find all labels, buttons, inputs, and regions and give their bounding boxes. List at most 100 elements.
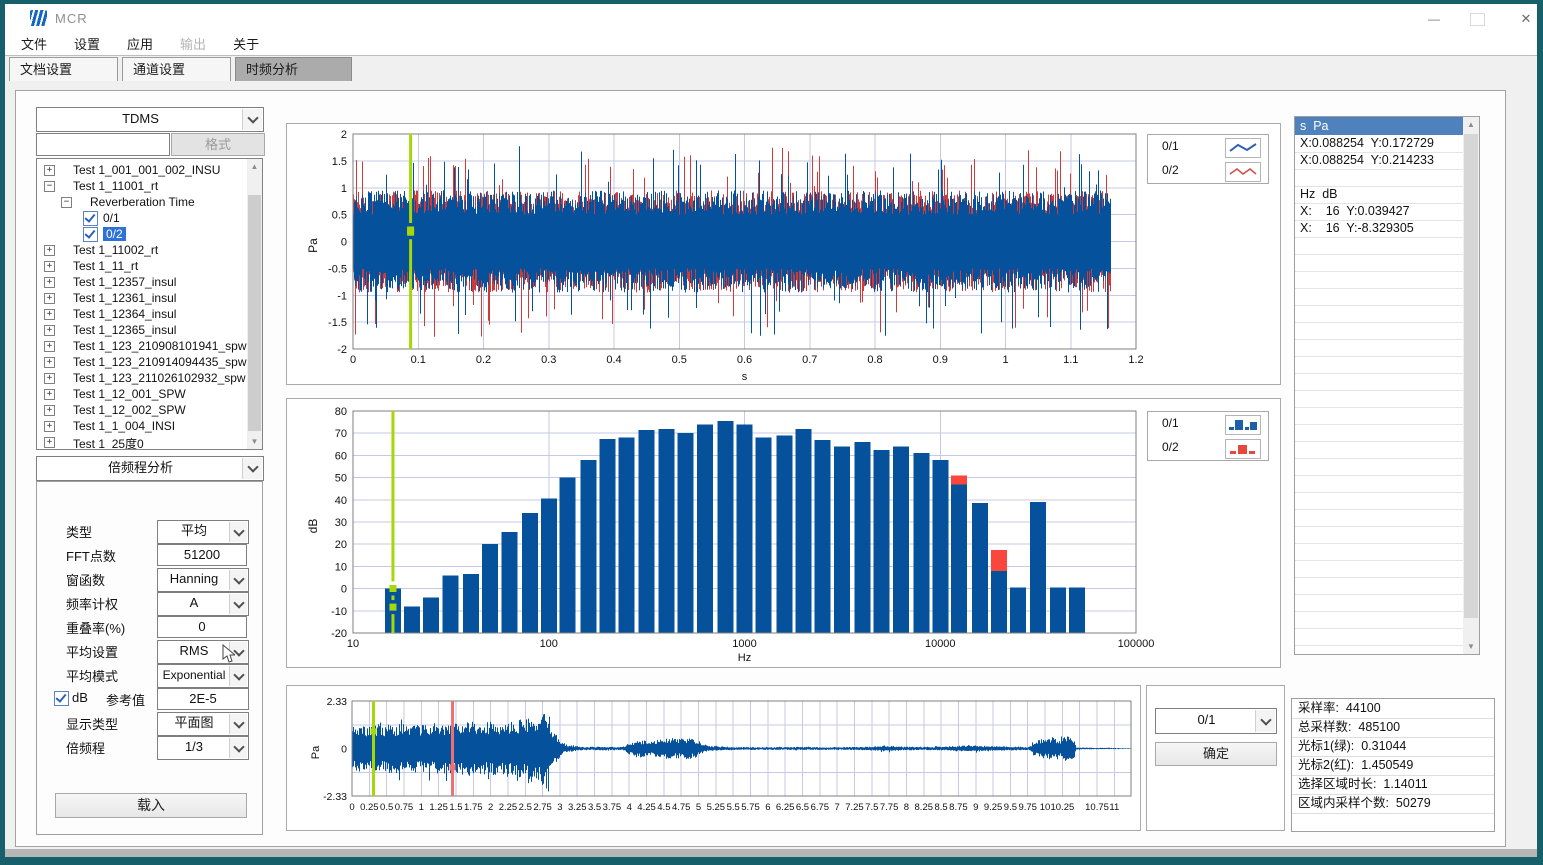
setting-select-8[interactable]: 平面图 (157, 712, 249, 736)
tree-item-label[interactable]: Test 1_25度0 (73, 435, 144, 450)
tree-item[interactable]: 0/2 (37, 226, 246, 242)
setting-select-9[interactable]: 1/3 (157, 736, 249, 760)
tree-item-label[interactable]: Test 1_1_004_INSI (73, 419, 175, 433)
tree-item[interactable]: − Reverberation Time (37, 194, 246, 210)
tree-item-label[interactable]: Reverberation Time (90, 195, 195, 209)
tab-时频分析[interactable]: 时频分析 (235, 57, 352, 81)
chevron-down-icon[interactable] (229, 714, 247, 734)
expand-toggle-icon[interactable]: + (44, 293, 55, 304)
cursor-marker[interactable] (371, 728, 377, 734)
tree-item[interactable]: + Test 1_123_210908101941_spw (37, 338, 246, 354)
cursor-marker[interactable] (450, 764, 456, 770)
tree-item[interactable]: + Test 1_1_004_INSI (37, 418, 246, 434)
menu-item-输出[interactable]: 输出 (169, 34, 217, 53)
tree-scrollbar[interactable]: ▲ ▼ (247, 159, 262, 449)
menu-item-关于[interactable]: 关于 (222, 34, 270, 53)
tree-item[interactable]: +Test 1_12365_insul (37, 322, 246, 338)
tab-文档设置[interactable]: 文档设置 (9, 57, 118, 81)
expand-toggle-icon[interactable]: + (44, 309, 55, 320)
tree-item-label[interactable]: Test 1_11001_rt (73, 179, 158, 193)
expand-toggle-icon[interactable]: − (61, 197, 72, 208)
time-waveform-chart[interactable]: 00.10.20.30.40.50.60.70.80.911.11.221.51… (287, 124, 1280, 384)
tree-item[interactable]: + Test 1_12361_insul (37, 290, 246, 306)
menu-item-文件[interactable]: 文件 (10, 34, 58, 53)
setting-input-4[interactable]: 0 (157, 616, 247, 638)
setting-select-3[interactable]: A (157, 592, 249, 616)
tree-item-label[interactable]: Test 1_12_001_SPW (73, 387, 186, 401)
tree-item[interactable]: + Test 1_001_001_002_INSU (37, 162, 246, 178)
tree-item-label[interactable]: Test 1_123_210914094435_spw (73, 355, 246, 369)
legend-item[interactable]: 0/2 (1148, 159, 1268, 183)
tab-通道设置[interactable]: 通道设置 (122, 57, 231, 81)
chevron-down-icon[interactable] (229, 522, 247, 542)
chevron-down-icon[interactable] (229, 594, 247, 614)
cursor-marker[interactable] (389, 585, 396, 592)
close-button[interactable]: ✕ (1511, 9, 1541, 29)
setting-input-1[interactable]: 51200 (157, 544, 247, 566)
chevron-down-icon[interactable] (1255, 710, 1275, 732)
tree-item-label[interactable]: Test 1_123_211026102932_spw (73, 371, 246, 385)
overview-waveform-chart[interactable]: 00.250.50.7511.251.51.7522.252.52.7533.2… (287, 686, 1140, 830)
readout-scrollbar[interactable]: ▲ ▼ (1463, 117, 1479, 654)
tree-item[interactable]: + Test 1_12357_insul (37, 274, 246, 290)
tree-item-label[interactable]: Test 1_12365_insul (73, 323, 176, 337)
scroll-up-icon[interactable]: ▲ (1463, 117, 1479, 132)
cursor-marker[interactable] (407, 229, 414, 236)
expand-toggle-icon[interactable]: + (44, 405, 55, 416)
tree-item-label[interactable]: Test 1_12357_insul (73, 275, 176, 289)
tree-item[interactable]: + Test 1_12364_insul (37, 306, 246, 322)
chevron-down-icon[interactable] (242, 458, 262, 479)
legend-item[interactable]: 0/2 (1148, 436, 1268, 460)
minimize-button[interactable]: — (1419, 9, 1449, 29)
analysis-type-dropdown[interactable]: 倍频程分析 (36, 456, 264, 481)
checkbox[interactable] (83, 227, 98, 242)
tree-item[interactable]: +Test 1_25度0 (37, 434, 246, 450)
tree-item-label[interactable]: Test 1_12361_insul (73, 291, 176, 305)
load-button[interactable]: 载入 (55, 793, 247, 818)
checkbox[interactable] (83, 211, 98, 226)
channel-dropdown[interactable]: 0/1 (1155, 708, 1277, 734)
tree-item[interactable]: + Test 1_12_001_SPW (37, 386, 246, 402)
chevron-down-icon[interactable] (242, 109, 262, 130)
expand-toggle-icon[interactable]: + (44, 373, 55, 384)
cursor-marker[interactable] (389, 604, 396, 611)
tree-item[interactable]: + Test 1_123_210914094435_spw (37, 354, 246, 370)
legend-item[interactable]: 0/1 (1148, 135, 1268, 159)
time-waveform-panel[interactable]: 0/1 0/2 00.10.20.30.40.50.60.70.80.911.1… (286, 123, 1281, 385)
confirm-button[interactable]: 确定 (1155, 742, 1277, 766)
db-checkbox[interactable] (54, 691, 69, 706)
setting-select-6[interactable]: Exponential (157, 664, 249, 688)
expand-toggle-icon[interactable]: + (44, 277, 55, 288)
tree-item[interactable]: 0/1 (37, 210, 246, 226)
filter-input[interactable] (36, 133, 170, 156)
reference-input[interactable]: 2E-5 (157, 688, 249, 710)
expand-toggle-icon[interactable]: + (44, 357, 55, 368)
menu-item-应用[interactable]: 应用 (116, 34, 164, 53)
tree-item-label[interactable]: Test 1_001_001_002_INSU (73, 163, 220, 177)
file-format-dropdown[interactable]: TDMS (36, 107, 264, 132)
scroll-up-icon[interactable]: ▲ (247, 159, 262, 174)
maximize-button[interactable] (1470, 13, 1485, 26)
expand-toggle-icon[interactable]: + (44, 389, 55, 400)
scroll-down-icon[interactable]: ▼ (1463, 639, 1479, 654)
setting-select-0[interactable]: 平均 (157, 520, 249, 544)
tree-item[interactable]: +Test 1_11_rt (37, 258, 246, 274)
tree-item-label[interactable]: 0/2 (103, 227, 126, 241)
chevron-down-icon[interactable] (229, 738, 247, 758)
expand-toggle-icon[interactable]: + (44, 421, 55, 432)
expand-toggle-icon[interactable]: + (44, 245, 55, 256)
waveform-legend[interactable]: 0/1 0/2 (1147, 134, 1269, 184)
tree-item-label[interactable]: Test 1_11_rt (73, 259, 138, 273)
tree-item-label[interactable]: Test 1_123_210908101941_spw (73, 339, 246, 353)
scrollbar-thumb[interactable] (248, 195, 261, 431)
setting-select-5[interactable]: RMS (157, 640, 249, 664)
expand-toggle-icon[interactable]: − (44, 181, 55, 192)
overview-waveform-panel[interactable]: 00.250.50.7511.251.51.7522.252.52.7533.2… (286, 685, 1141, 831)
tree-item-label[interactable]: Test 1_11002_rt (73, 243, 158, 257)
tree-item-label[interactable]: Test 1_12364_insul (73, 307, 176, 321)
expand-toggle-icon[interactable]: + (44, 165, 55, 176)
tree-item[interactable]: + Test 1_11002_rt (37, 242, 246, 258)
chevron-down-icon[interactable] (229, 570, 247, 590)
expand-toggle-icon[interactable]: + (44, 341, 55, 352)
menu-item-设置[interactable]: 设置 (63, 34, 111, 53)
